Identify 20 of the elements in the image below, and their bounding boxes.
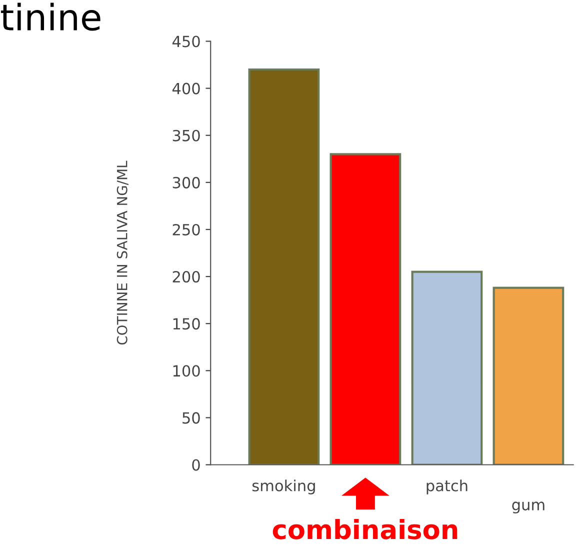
x-tick-label: patch xyxy=(426,480,468,494)
y-tick-label: 50 xyxy=(182,412,200,424)
y-tick-label: 300 xyxy=(172,176,200,188)
y-tick-label: 0 xyxy=(192,459,200,471)
text: combinaison xyxy=(272,518,458,540)
bar xyxy=(411,270,483,465)
x-tick-label: gum xyxy=(512,502,544,514)
y-tick-label: 150 xyxy=(173,318,200,330)
y-tick-label: 100 xyxy=(173,365,200,377)
y-axis-title: COTINNE IN SALIVA NG/ML xyxy=(116,160,128,345)
chart-title: tinine xyxy=(0,2,100,31)
y-tick-label: 250 xyxy=(172,224,200,236)
y-tick-label: 350 xyxy=(172,130,200,142)
y-tick-label: 400 xyxy=(172,82,200,94)
y-tick-label: 450 xyxy=(172,36,200,48)
bar xyxy=(492,286,564,465)
y-tick-label: 200 xyxy=(172,270,200,283)
x-tick-label: smoking xyxy=(252,480,315,494)
bar xyxy=(330,153,402,465)
bar xyxy=(248,68,320,465)
